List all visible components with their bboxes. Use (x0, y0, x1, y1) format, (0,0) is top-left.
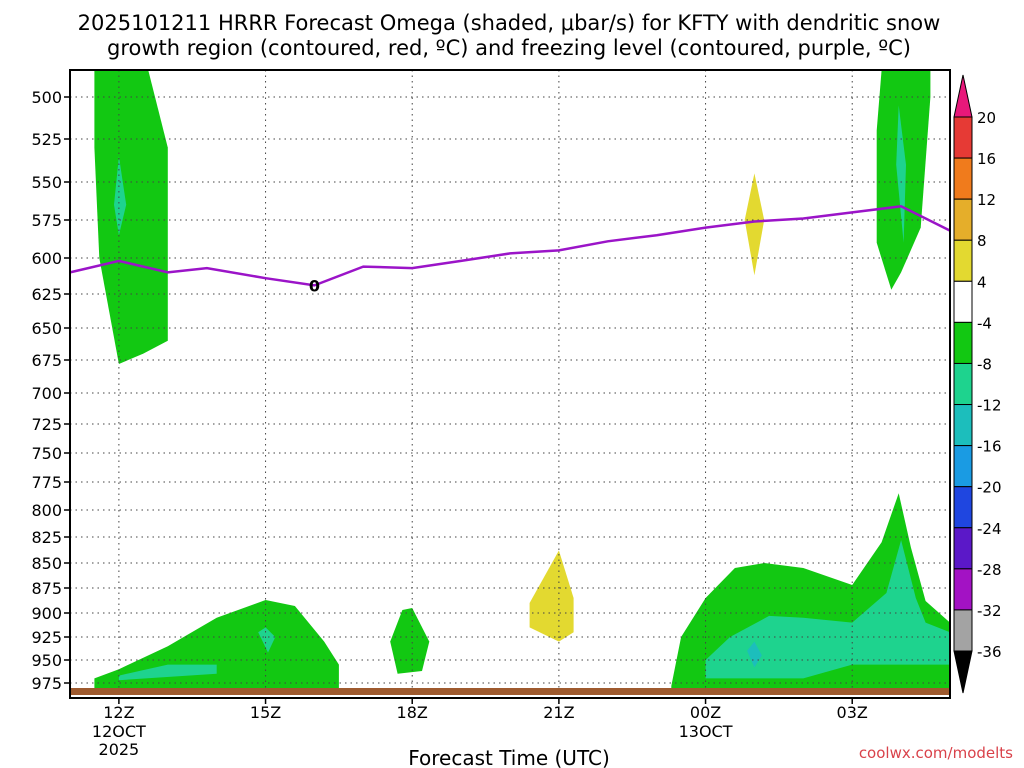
y-tick-label-775: 775 (31, 473, 62, 492)
y-tick-label-525: 525 (31, 130, 62, 149)
colorbar-label-1: 16 (977, 150, 996, 168)
omega-region-8 (390, 608, 430, 674)
y-tick-label-675: 675 (31, 351, 62, 370)
omega-region-4 (744, 173, 765, 276)
y-tick-label-850: 850 (31, 554, 62, 573)
colorbar-label-6: -8 (977, 355, 992, 373)
chart-title-line-1: 2025101211 HRRR Forecast Omega (shaded, … (78, 11, 941, 35)
colorbar-label-9: -20 (977, 479, 1002, 497)
y-tick-label-900: 900 (31, 604, 62, 623)
y-tick-label-925: 925 (31, 628, 62, 647)
y-tick-label-825: 825 (31, 528, 62, 547)
colorbar-box-6 (953, 362, 973, 406)
colorbar-box-7 (953, 404, 973, 447)
y-tick-label-625: 625 (31, 285, 62, 304)
y-tick-label-875: 875 (31, 579, 62, 598)
omega-region-9 (529, 550, 574, 642)
x-tick-label-12Z: 12Z (103, 703, 134, 722)
omega-region-6 (118, 664, 217, 681)
y-tick-label-950: 950 (31, 651, 62, 670)
omega-region-0 (94, 70, 168, 364)
colorbar-label-13: -36 (977, 643, 1002, 661)
chart-title-line-2: growth region (contoured, red, ºC) and f… (107, 36, 911, 60)
x-axis-title: Forecast Time (UTC) (408, 746, 610, 768)
omega-shaded-regions (94, 70, 950, 693)
colorbar-box-12 (953, 609, 973, 652)
y-tick-label-725: 725 (31, 415, 62, 434)
y-tick-label-500: 500 (31, 88, 62, 107)
colorbar-label-3: 8 (977, 232, 987, 250)
y-tick-label-700: 700 (31, 384, 62, 403)
dotted-gridlines (70, 70, 950, 698)
y-tick-label-975: 975 (31, 674, 62, 693)
colorbar-label-12: -32 (977, 602, 1002, 620)
x-tick-year-12Z: 2025 (99, 740, 140, 759)
colorbar-box-1 (953, 157, 973, 200)
y-tick-label-575: 575 (31, 211, 62, 230)
plot-frame (69, 69, 951, 699)
colorbar-box-2 (953, 198, 973, 241)
x-tick-label-18Z: 18Z (397, 703, 428, 722)
colorbar-box-10 (953, 527, 973, 570)
x-tick-label-00Z: 00Z (690, 703, 721, 722)
omega-region-1 (114, 156, 127, 236)
colorbar-box-11 (953, 568, 973, 611)
site-credit[interactable]: coolwx.com/modelts (859, 744, 1013, 762)
colorbar-label-0: 20 (977, 109, 996, 127)
colorbar-box-5 (953, 321, 973, 364)
x-tick-label-21Z: 21Z (543, 703, 574, 722)
colorbar-box-4 (953, 280, 973, 323)
omega-region-11 (705, 540, 950, 679)
y-tick-label-650: 650 (31, 319, 62, 338)
y-tick-label-800: 800 (31, 501, 62, 520)
y-tick-label-600: 600 (31, 249, 62, 268)
colorbar-label-5: -4 (977, 314, 992, 332)
colorbar-label-7: -12 (977, 397, 1002, 415)
colorbar-label-2: 12 (977, 191, 996, 209)
x-tick-label-15Z: 15Z (250, 703, 281, 722)
colorbar-bottom-arrow (953, 650, 973, 694)
colorbar-label-8: -16 (977, 438, 1002, 456)
colorbar-box-9 (953, 486, 973, 529)
omega-region-7 (258, 627, 276, 653)
x-tick-date-00Z: 13OCT (679, 722, 733, 741)
x-tick-label-03Z: 03Z (837, 703, 868, 722)
y-tick-label-750: 750 (31, 444, 62, 463)
omega-colorbar: 20 16 12 8 4 -4 -8 -12 -16 -20 -24 -28 -32 -36 (953, 74, 1002, 694)
freezing-level-label: 0 (309, 276, 320, 295)
colorbar-top-arrow (953, 74, 973, 118)
colorbar-box-8 (953, 445, 973, 488)
x-tick-date-12Z: 12OCT (92, 722, 146, 741)
terrain-strip (70, 688, 950, 695)
colorbar-label-4: 4 (977, 273, 987, 291)
pressure-axis: 500 525 550 575 600 625 650 675 700 725 750 775 800 8… (31, 88, 70, 693)
colorbar-box-0 (953, 116, 973, 159)
colorbar-label-11: -28 (977, 561, 1002, 579)
omega-region-12 (747, 641, 762, 668)
freezing-level-contour (69, 205, 951, 287)
y-tick-label-550: 550 (31, 173, 62, 192)
colorbar-box-3 (953, 239, 973, 282)
colorbar-label-10: -24 (977, 520, 1002, 538)
